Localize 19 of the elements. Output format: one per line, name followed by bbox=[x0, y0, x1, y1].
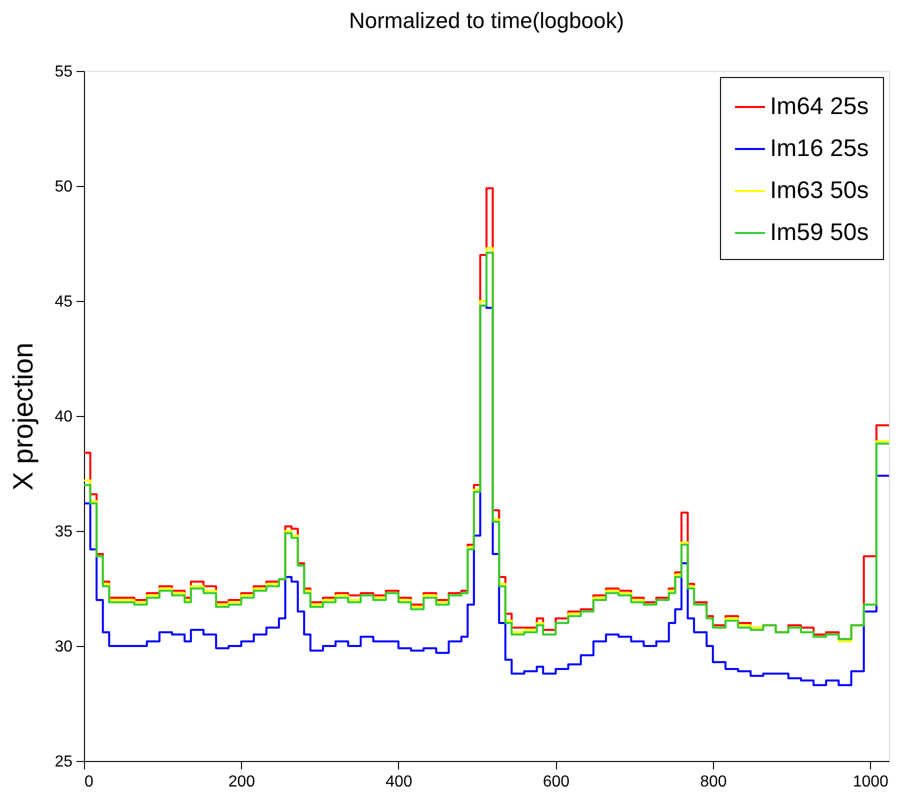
legend-label: Im64 25s bbox=[770, 93, 869, 120]
y-tick-label: 30 bbox=[54, 638, 73, 656]
y-tick-label: 55 bbox=[54, 64, 73, 80]
x-tick-label: 1000 bbox=[852, 774, 889, 790]
x-tick-label: 200 bbox=[228, 774, 256, 790]
y-tick-label: 40 bbox=[54, 408, 73, 426]
legend-label: Im59 50s bbox=[770, 219, 869, 246]
y-tick-label: 35 bbox=[54, 524, 73, 540]
y-axis-title: X projection bbox=[8, 342, 39, 490]
x-tick-label: 600 bbox=[542, 774, 570, 790]
y-tick-label: 25 bbox=[54, 754, 73, 770]
y-tick-label: 45 bbox=[54, 294, 73, 310]
y-tick-label: 50 bbox=[54, 178, 73, 196]
legend-label: Im16 25s bbox=[770, 135, 869, 162]
x-tick-label: 0 bbox=[84, 774, 94, 790]
x-tick-label: 800 bbox=[700, 774, 727, 790]
x-tick-label: 400 bbox=[386, 774, 412, 790]
chart-title: Normalized to time(logbook) bbox=[348, 8, 624, 33]
legend-label: Im63 50s bbox=[770, 177, 869, 204]
